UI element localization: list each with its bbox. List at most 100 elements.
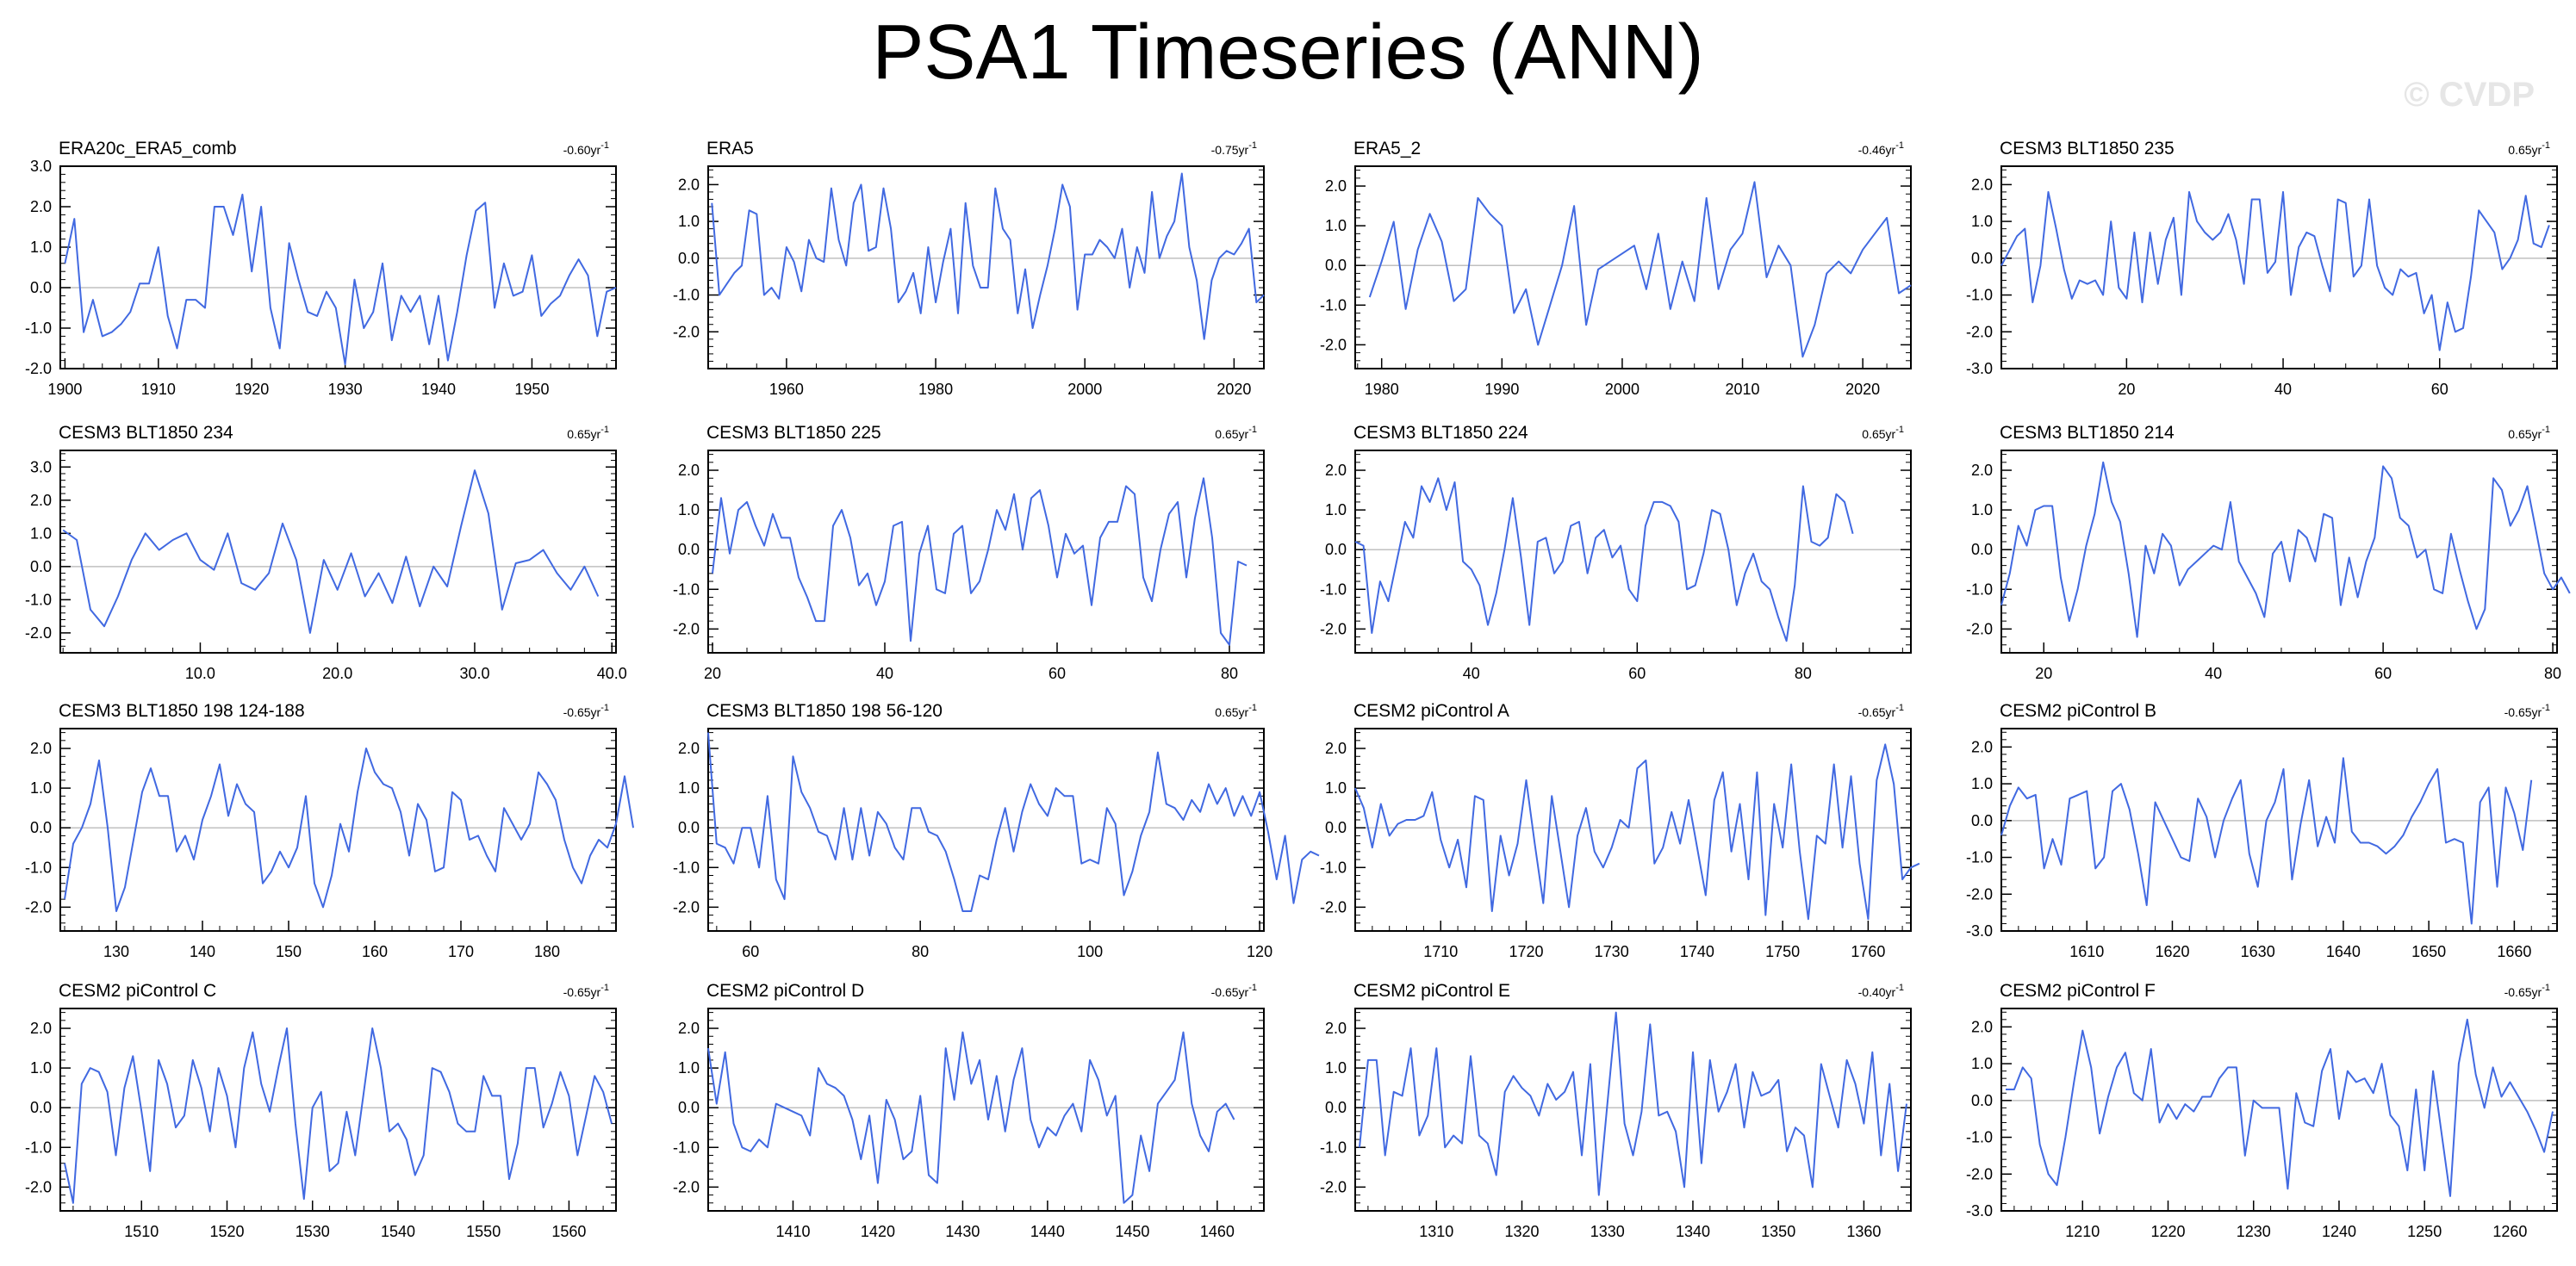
y-tick-label: 2.0	[30, 198, 52, 215]
x-tick-label: 80	[2544, 665, 2561, 682]
x-tick-label: 1650	[2411, 943, 2446, 960]
panel-title: CESM3 BLT1850 198 124-188	[59, 701, 305, 721]
y-tick-label: -1.0	[1320, 580, 1347, 598]
x-tick-label: 2020	[1845, 381, 1880, 398]
y-tick-label: 0.0	[1971, 541, 1993, 558]
y-tick-label: -1.0	[25, 1139, 52, 1156]
trend-superscript: -1	[1895, 140, 1904, 151]
y-tick-label: 2.0	[30, 1020, 52, 1037]
x-tick-label: 30.0	[459, 665, 489, 682]
y-tick-label: 0.0	[678, 541, 700, 558]
y-tick-label: -2.0	[25, 360, 52, 377]
x-tick-label: 60	[2374, 665, 2392, 682]
x-tick-label: 1910	[141, 381, 176, 398]
x-tick-label: 1660	[2497, 943, 2531, 960]
y-tick-label: 1.0	[678, 213, 700, 230]
x-tick-label: 20	[2035, 665, 2052, 682]
trend-label: -0.40yr-1	[1858, 983, 1904, 999]
panel-title: CESM3 BLT1850 225	[706, 423, 881, 443]
y-tick-label: -2.0	[1966, 885, 1993, 903]
y-tick-label: -2.0	[673, 898, 700, 915]
x-tick-label: 80	[1221, 665, 1238, 682]
x-tick-label: 1550	[466, 1223, 501, 1240]
chart-panel: ERA5 -0.75yr-1 -2.0 -1.0 0.0 1.0 2.0 1960 1980 20…	[673, 139, 1265, 398]
y-tick-label: 0.0	[30, 1099, 52, 1116]
plot-frame	[59, 728, 617, 932]
x-tick-label: 1760	[1851, 943, 1885, 960]
y-tick-label: 1.0	[30, 239, 52, 256]
series-line	[707, 1031, 1235, 1204]
plot-frame	[1354, 728, 1912, 932]
trend-label: -0.46yr-1	[1858, 140, 1904, 157]
y-tick-label: 0.0	[678, 819, 700, 836]
y-tick-label: 2.0	[1325, 177, 1347, 195]
y-tick-label: 0.0	[30, 558, 52, 575]
y-tick-label: 0.0	[1971, 812, 1993, 829]
x-tick-label: 150	[276, 943, 302, 960]
series-line	[2000, 757, 2533, 925]
x-tick-label: 80	[912, 943, 929, 960]
trend-superscript: -1	[2542, 703, 2550, 713]
series-line	[1359, 1011, 1907, 1196]
y-tick-label: 3.0	[30, 158, 52, 175]
y-tick-label: 2.0	[30, 492, 52, 509]
plot-frame	[2000, 450, 2558, 654]
x-tick-label: 2010	[1726, 381, 1760, 398]
x-tick-label: 2020	[1216, 381, 1251, 398]
panel-title: CESM2 piControl C	[59, 981, 216, 1001]
chart-panel: CESM2 piControl D -0.65yr-1 -2.0 -1.0 0.0 1.0…	[673, 981, 1265, 1240]
trend-superscript: -1	[600, 983, 609, 993]
x-tick-label: 20.0	[322, 665, 352, 682]
chart-panel: CESM3 BLT1850 225 0.65yr-1 -2.0 -1.0 0.0 1.0 2…	[673, 423, 1265, 682]
x-tick-label: 1450	[1115, 1223, 1149, 1240]
panel-title: CESM3 BLT1850 234	[59, 423, 233, 443]
y-tick-label: 2.0	[30, 740, 52, 757]
chart-panel: CESM2 piControl B -0.65yr-1 -3.0 -2.0 -1.0 0.…	[1966, 701, 2558, 960]
series-line	[2000, 461, 2571, 638]
x-tick-label: 20	[704, 665, 721, 682]
x-tick-label: 130	[103, 943, 129, 960]
x-tick-label: 1540	[381, 1223, 415, 1240]
chart-panel: CESM2 piControl E -0.40yr-1 -2.0 -1.0 0.0 1.0…	[1320, 981, 1912, 1240]
panel-title: CESM3 BLT1850 198 56-120	[706, 701, 943, 721]
x-tick-label: 1240	[2322, 1223, 2356, 1240]
x-tick-label: 1340	[1676, 1223, 1710, 1240]
plot-frame	[1354, 165, 1912, 369]
y-tick-label: 1.0	[30, 1059, 52, 1077]
x-tick-label: 120	[1247, 943, 1272, 960]
series-line	[62, 469, 600, 634]
y-tick-label: -1.0	[1320, 859, 1347, 876]
y-tick-label: -2.0	[673, 620, 700, 637]
chart-panel: CESM3 BLT1850 224 0.65yr-1 -2.0 -1.0 0.0 1.0 2…	[1320, 423, 1912, 682]
plot-frame	[2000, 1008, 2558, 1212]
trend-label: 0.65yr-1	[1215, 703, 1257, 719]
y-tick-label: 0.0	[30, 279, 52, 296]
y-tick-label: 1.0	[1325, 501, 1347, 518]
y-tick-label: -1.0	[1966, 849, 1993, 866]
trend-label: 0.65yr-1	[567, 425, 609, 441]
y-tick-label: 2.0	[1971, 462, 1993, 479]
y-tick-label: 1.0	[1971, 213, 1993, 230]
trend-superscript: -1	[2542, 425, 2550, 435]
x-tick-label: 40.0	[597, 665, 627, 682]
y-tick-label: 1.0	[30, 779, 52, 797]
y-tick-label: 0.0	[1971, 1092, 1993, 1109]
panel-title: CESM2 piControl F	[2000, 981, 2156, 1001]
plot-frame	[707, 728, 1265, 932]
y-tick-label: 1.0	[1971, 1055, 1993, 1072]
x-tick-label: 180	[534, 943, 560, 960]
y-tick-label: 2.0	[1971, 738, 1993, 755]
trend-label: 0.65yr-1	[2508, 140, 2550, 157]
y-tick-label: -2.0	[1966, 620, 1993, 637]
y-tick-label: -1.0	[673, 580, 700, 598]
chart-panel: ERA5_2 -0.46yr-1 -2.0 -1.0 0.0 1.0 2.0 1980 1990…	[1320, 139, 1912, 398]
x-tick-label: 1230	[2237, 1223, 2271, 1240]
trend-superscript: -1	[600, 703, 609, 713]
y-tick-label: -2.0	[25, 624, 52, 642]
x-tick-label: 40	[2274, 381, 2292, 398]
trend-label: 0.65yr-1	[2508, 425, 2550, 441]
y-tick-label: -3.0	[1966, 360, 1993, 377]
y-tick-label: 1.0	[1325, 1059, 1347, 1077]
y-tick-label: 0.0	[1325, 1099, 1347, 1116]
